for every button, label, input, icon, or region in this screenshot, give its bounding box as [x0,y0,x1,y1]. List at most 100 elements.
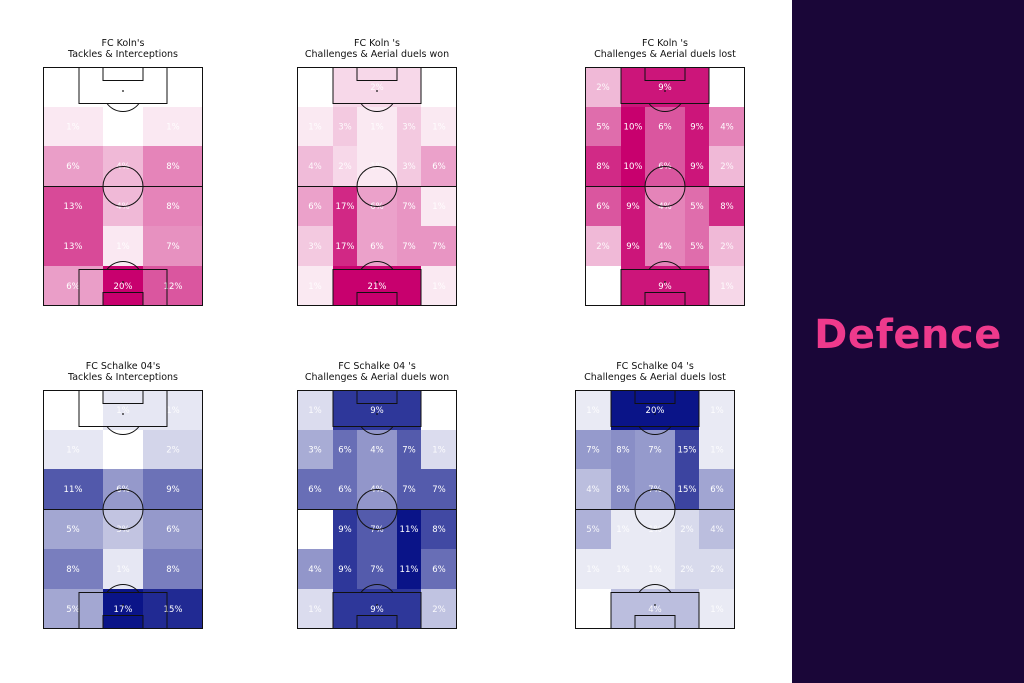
heatmap-cell [421,107,457,146]
heatmap-cell [333,226,357,266]
cell-value-label: 7% [432,242,446,252]
heatmap-cell [611,469,635,509]
cell-value-label: 0% [720,83,734,93]
top-goal-area [644,67,686,81]
cell-value-label: 2% [710,565,724,575]
pitch-heatmap: 2% 9% 0%5% 10% 6% 9% 4%8% 10% 6% 9% 2%6% 9% 4% 5% 8%2%… [585,67,745,306]
cell-value-label: 6% [338,485,352,495]
chart-title-line2: Challenges & Aerial duels won [304,49,450,60]
cell-value-label: 1% [166,123,180,133]
heatmap-cell [709,266,745,306]
heatmap-cell [333,67,421,107]
heatmap-cell [585,107,621,146]
cell-value-label: 1% [710,406,724,416]
cell-value-label: 8% [166,162,180,172]
cell-value-label: 1% [710,446,724,456]
bottom-penalty-spot [376,281,378,283]
top-penalty-arc [648,103,682,112]
bottom-penalty-arc [106,261,140,270]
heatmap-cell [699,549,735,589]
cell-value-label: 10% [624,162,643,172]
heatmap-cell [297,549,333,589]
top-penalty-spot [664,90,666,92]
cell-value-label: 8% [432,525,446,535]
heatmap-cell [397,186,421,226]
heatmap-cell [297,266,333,306]
center-circle [356,489,398,530]
cell-value-label: 7% [586,446,600,456]
center-circle [634,489,676,530]
heatmap-cell [43,146,103,186]
cell-value-label: 6% [308,485,322,495]
cell-value-label: 17% [336,242,355,252]
bottom-penalty-spot [376,604,378,606]
top-goal-area [102,67,144,81]
pitch-lines [585,67,745,306]
pitch-heatmap: 0% 2% 0% 1% 3% 1% 3% 1% 4% 2% 1% 3% 6% 6% 17% 6% 7% 1% 3% 1… [297,67,457,306]
heatmap-cell [357,430,397,469]
heatmap-cell [297,146,333,186]
top-penalty-spot [122,90,124,92]
pitch-lines [575,390,735,629]
heatmap-cell [421,226,457,266]
cell-value-label: 5% [66,525,80,535]
cell-value-label: 9% [370,605,384,615]
heatmap-cell [143,107,203,146]
bottom-goal-area [102,292,144,306]
cell-value-label: 1% [116,565,130,575]
cell-value-label: 0% [66,83,80,93]
heatmap-cell [143,549,203,589]
cell-value-label: 1% [432,123,446,133]
heatmap-cell [143,146,203,186]
cell-value-label: 17% [114,605,133,615]
cell-value-label: 4% [648,605,662,615]
heatmap-cell [611,589,699,629]
heatmap-cell [143,430,203,469]
cell-value-label: 12% [164,282,183,292]
cell-value-label: 9% [658,83,672,93]
cell-value-label: 20% [646,406,665,416]
heatmap-cell [103,107,143,146]
cell-value-label: 6% [710,485,724,495]
cell-value-label: 9% [626,202,640,212]
bottom-penalty-spot [122,604,124,606]
cell-value-label: 2% [370,83,384,93]
pitch-heatmap: 1% 20% 1%7% 8% 7% 15% 1%4% 8% 7% 15% 6%5% 1% 1% 2% 4%1… [575,390,735,629]
heatmap-cells [43,67,203,306]
cell-value-label: 1% [370,123,384,133]
heatmap-cell [333,549,357,589]
center-circle [102,166,144,207]
cell-value-label: 9% [338,565,352,575]
center-circle [356,166,398,207]
bottom-penalty-arc [360,261,394,270]
heatmap-cell [709,67,745,107]
heatmap-cells [297,390,457,629]
cell-value-label: 1% [66,123,80,133]
cell-value-label: 1% [308,605,322,615]
bottom-goal-area [634,615,676,629]
cell-value-label: 7% [402,446,416,456]
heatmap-cell [297,469,333,509]
heatmap-cell [103,549,143,589]
heatmap-cell [709,146,745,186]
heatmap-cell [635,549,675,589]
cell-value-label: 5% [596,123,610,133]
heatmap-cell [685,107,709,146]
heatmap-cell [103,430,143,469]
heatmap-cell [333,146,357,186]
bottom-penalty-spot [664,281,666,283]
cell-value-label: 6% [308,202,322,212]
cell-value-label: 8% [616,485,630,495]
pitch-heatmap: 1% 9% 0%3% 6% 4% 7% 1%6% 6% 4% 7% 7%0% 9% 7% 11% 8%4% 9… [297,390,457,629]
heatmap-cells [575,390,735,629]
heatmap-cell [43,390,103,430]
cell-value-label: 2% [596,83,610,93]
cell-value-label: 7% [648,446,662,456]
cell-value-label: 1% [648,565,662,575]
heatmap-cell [397,509,421,549]
heatmap-cell [675,430,699,469]
heatmap-cell [709,186,745,226]
heatmap-cell [297,226,333,266]
heatmap-cell [585,67,621,107]
cell-value-label: 0% [116,83,130,93]
